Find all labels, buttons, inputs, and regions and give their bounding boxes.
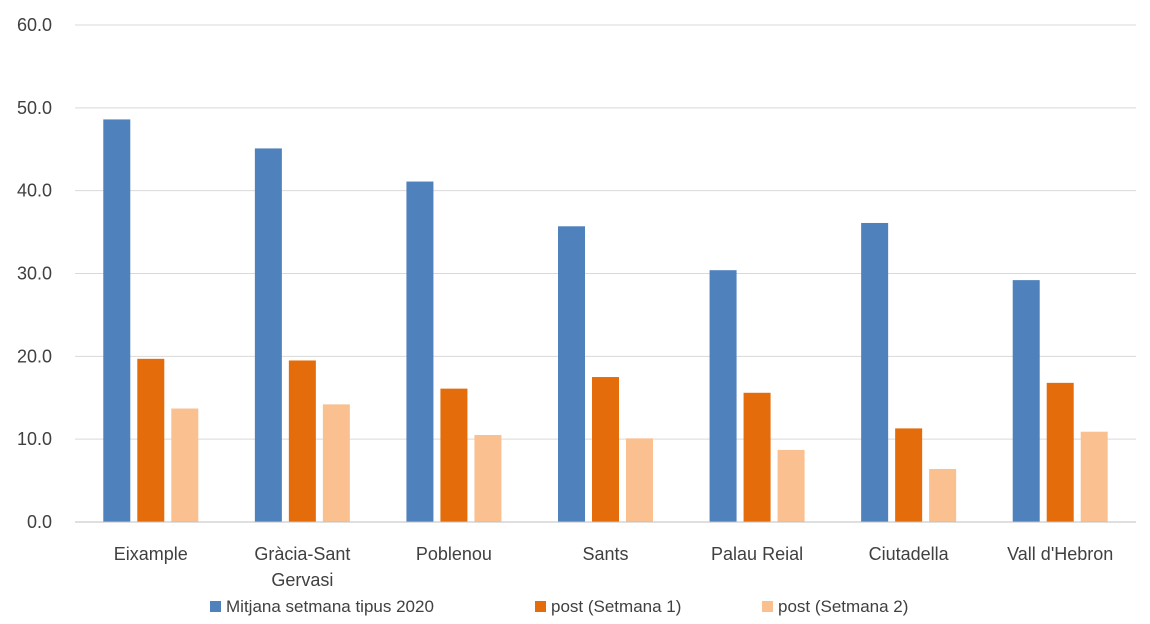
bar-2-6 xyxy=(895,428,922,522)
bar-3-1 xyxy=(171,409,198,522)
bar-2-4 xyxy=(592,377,619,522)
bar-3-3 xyxy=(474,435,501,522)
x-category-label: Eixample xyxy=(114,544,188,564)
bar-1-4 xyxy=(558,226,585,522)
legend-swatch-2 xyxy=(535,601,546,612)
bar-3-6 xyxy=(929,469,956,522)
bar-1-7 xyxy=(1013,280,1040,522)
bar-2-7 xyxy=(1047,383,1074,522)
y-tick-label: 20.0 xyxy=(17,346,52,366)
bar-1-3 xyxy=(406,182,433,522)
y-axis-tick-labels: 0.0 10.0 20.0 30.0 40.0 50.0 60.0 xyxy=(17,15,52,532)
y-tick-label: 10.0 xyxy=(17,429,52,449)
x-category-label: Palau Reial xyxy=(711,544,803,564)
bar-1-5 xyxy=(710,270,737,522)
bar-3-2 xyxy=(323,404,350,522)
bar-1-2 xyxy=(255,148,282,522)
x-category-label: Gervasi xyxy=(271,570,333,590)
y-tick-label: 40.0 xyxy=(17,181,52,201)
bar-3-5 xyxy=(778,450,805,522)
y-tick-label: 50.0 xyxy=(17,98,52,118)
bar-1-1 xyxy=(103,119,130,522)
y-tick-label: 0.0 xyxy=(27,512,52,532)
bar-1-6 xyxy=(861,223,888,522)
bar-3-7 xyxy=(1081,432,1108,522)
y-tick-label: 30.0 xyxy=(17,264,52,284)
legend-label-3: post (Setmana 2) xyxy=(778,597,908,616)
legend-label-1: Mitjana setmana tipus 2020 xyxy=(226,597,434,616)
bar-3-4 xyxy=(626,438,653,522)
x-category-label: Gràcia-Sant xyxy=(254,544,350,564)
x-axis-category-labels: Eixample Gràcia-Sant Gervasi Poblenou Sants P… xyxy=(114,544,1114,590)
legend-swatch-3 xyxy=(762,601,773,612)
legend-label-2: post (Setmana 1) xyxy=(551,597,681,616)
bar-2-1 xyxy=(137,359,164,522)
x-category-label: Ciutadella xyxy=(869,544,950,564)
legend-swatch-1 xyxy=(210,601,221,612)
x-category-label: Poblenou xyxy=(416,544,492,564)
bar-2-2 xyxy=(289,360,316,522)
y-tick-label: 60.0 xyxy=(17,15,52,35)
x-category-label: Vall d'Hebron xyxy=(1007,544,1113,564)
bar-2-3 xyxy=(440,389,467,522)
legend: Mitjana setmana tipus 2020 post (Setmana … xyxy=(210,597,908,616)
bars xyxy=(103,119,1107,522)
x-category-label: Sants xyxy=(582,544,628,564)
bar-2-5 xyxy=(744,393,771,522)
